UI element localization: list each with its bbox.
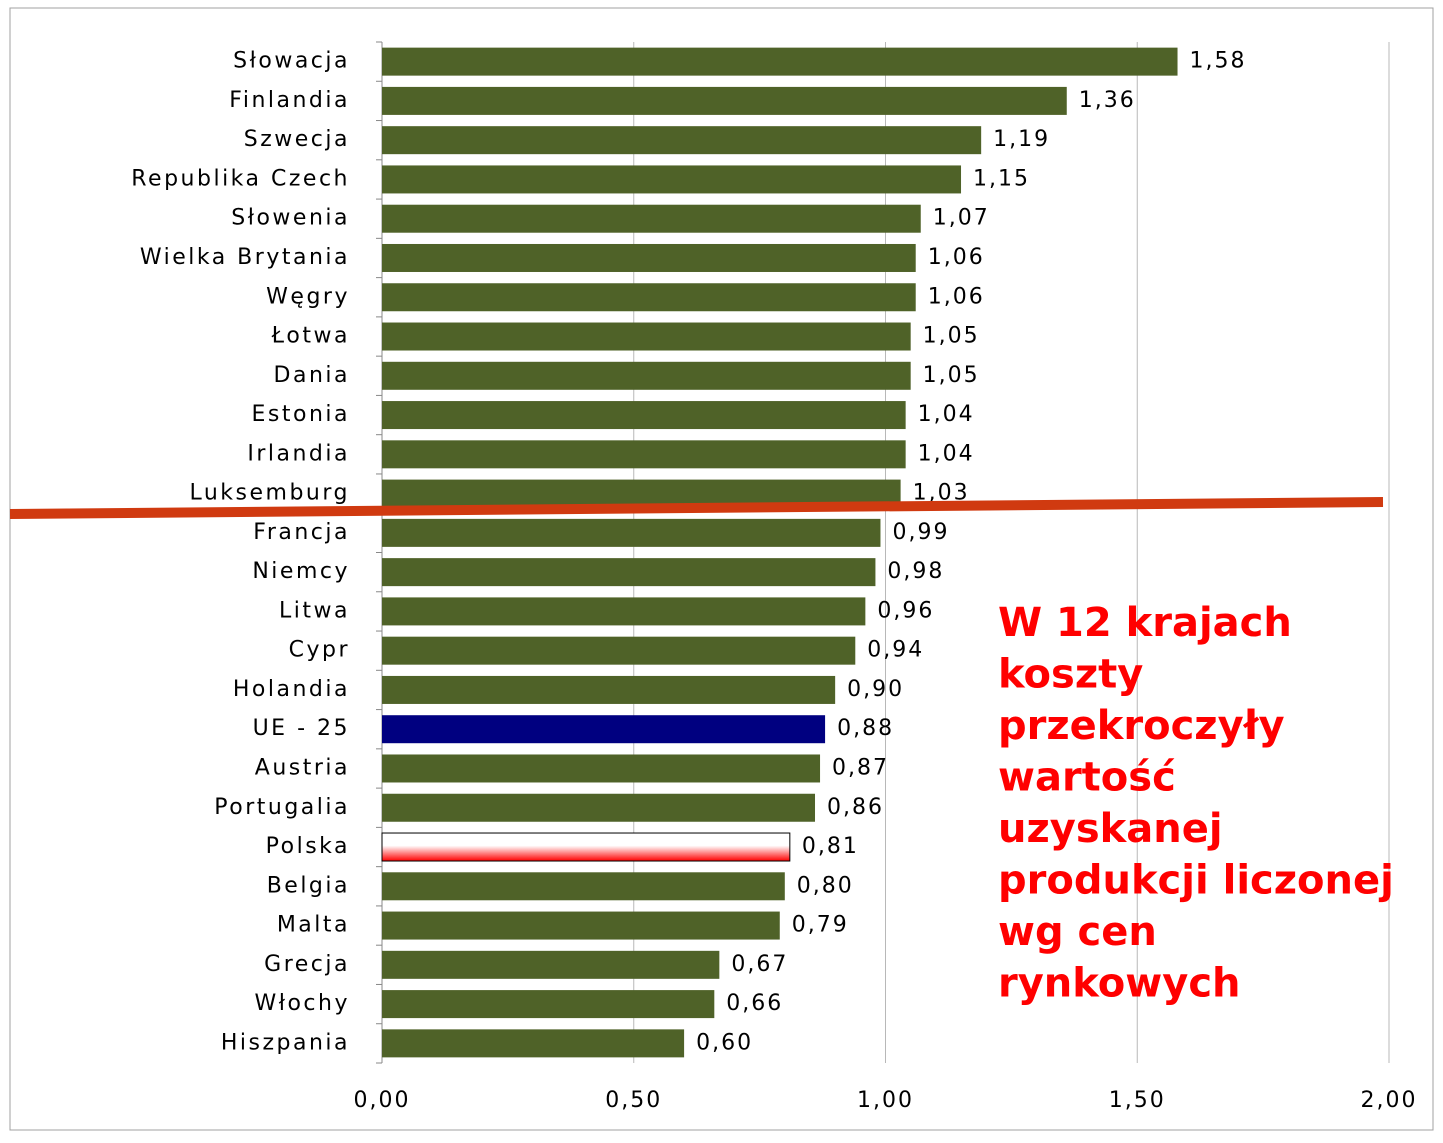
bar [382, 243, 916, 272]
annotation: produkcji liczonej [998, 858, 1394, 904]
annotation: uzyskanej [998, 806, 1223, 852]
value-label: 0,96 [877, 598, 934, 623]
value-label: 0,80 [797, 873, 854, 898]
annotation: rynkowych [998, 961, 1241, 1007]
value-label: 0,66 [726, 991, 783, 1016]
x-tick-label: 1,00 [857, 1088, 914, 1113]
x-tick-label: 0,00 [354, 1088, 411, 1113]
y-tick-label: Węgry [266, 284, 350, 309]
y-tick-label: Słowenia [231, 206, 350, 231]
x-tick-label: 1,50 [1109, 1088, 1166, 1113]
value-label: 1,05 [923, 363, 980, 388]
y-tick-label: Łotwa [271, 324, 350, 349]
bar [382, 518, 881, 547]
x-tick-label: 2,00 [1361, 1088, 1418, 1113]
y-tick-label: Polska [266, 834, 350, 859]
value-label: 0,67 [731, 952, 788, 977]
value-label: 0,88 [837, 716, 894, 741]
bar [382, 793, 816, 822]
bar [382, 558, 876, 587]
y-tick-label: UE - 25 [253, 716, 350, 741]
bar [382, 204, 921, 233]
value-label: 0,86 [827, 795, 884, 820]
y-tick-label: Cypr [289, 638, 350, 663]
y-tick-label: Szwecja [244, 127, 350, 152]
y-tick-label: Włochy [254, 991, 350, 1016]
bar [382, 911, 780, 940]
y-tick-label: Austria [255, 755, 350, 780]
value-label: 0,98 [887, 559, 944, 584]
bar [382, 636, 856, 665]
bar [382, 86, 1067, 115]
bar [382, 950, 720, 979]
bar [382, 440, 906, 469]
y-tick-label: Grecja [264, 952, 350, 977]
y-tick-label: Słowacja [233, 49, 350, 74]
bar [382, 715, 826, 744]
y-tick-label: Hiszpania [221, 1030, 350, 1055]
value-label: 0,94 [867, 638, 924, 663]
value-label: 0,81 [802, 834, 859, 859]
y-tick-label: Republika Czech [131, 166, 350, 191]
frame [9, 7, 1434, 1131]
x-tick-label: 0,50 [605, 1088, 662, 1113]
y-tick-label: Dania [274, 363, 350, 388]
bar [382, 597, 866, 626]
value-label: 1,05 [923, 324, 980, 349]
value-label: 1,36 [1079, 88, 1136, 113]
bar [382, 322, 911, 351]
y-tick-label: Niemcy [252, 559, 350, 584]
y-tick-label: Belgia [267, 873, 350, 898]
annotation: koszty [998, 652, 1143, 698]
value-label: 0,87 [832, 755, 889, 780]
bar [382, 675, 836, 704]
y-tick-label: Malta [277, 913, 350, 938]
y-tick-label: Wielka Brytania [140, 245, 350, 270]
bar [382, 401, 906, 430]
annotation: przekroczyły [998, 703, 1285, 749]
bar [382, 990, 715, 1019]
annotation: wg cen [998, 909, 1157, 955]
bar [382, 361, 911, 390]
y-tick-label: Litwa [279, 598, 350, 623]
bar [381, 832, 791, 862]
bar [382, 754, 821, 783]
bar [382, 283, 916, 312]
y-tick-label: Irlandia [247, 441, 350, 466]
value-label: 1,58 [1190, 49, 1247, 74]
y-tick-label: Holandia [233, 677, 350, 702]
annotation: wartość [998, 755, 1176, 801]
value-label: 1,07 [933, 206, 990, 231]
y-tick-label: Estonia [252, 402, 351, 427]
bar [382, 126, 982, 155]
y-tick-label: Portugalia [214, 795, 350, 820]
bar [382, 47, 1178, 76]
value-label: 0,90 [847, 677, 904, 702]
bar [382, 165, 962, 194]
bar [382, 872, 785, 901]
value-label: 1,04 [918, 441, 975, 466]
value-label: 1,06 [928, 284, 985, 309]
value-label: 1,04 [918, 402, 975, 427]
value-label: 1,06 [928, 245, 985, 270]
value-label: 1,19 [993, 127, 1050, 152]
y-tick-label: Luksemburg [189, 481, 350, 506]
y-tick-label: Francja [253, 520, 350, 545]
y-tick-label: Finlandia [229, 88, 350, 113]
value-label: 0,79 [792, 913, 849, 938]
threshold-line [9, 497, 1384, 519]
value-label: 1,15 [973, 166, 1030, 191]
value-label: 0,60 [696, 1030, 753, 1055]
bar [382, 1029, 685, 1058]
annotation: W 12 krajach [998, 600, 1292, 646]
value-label: 0,99 [892, 520, 949, 545]
